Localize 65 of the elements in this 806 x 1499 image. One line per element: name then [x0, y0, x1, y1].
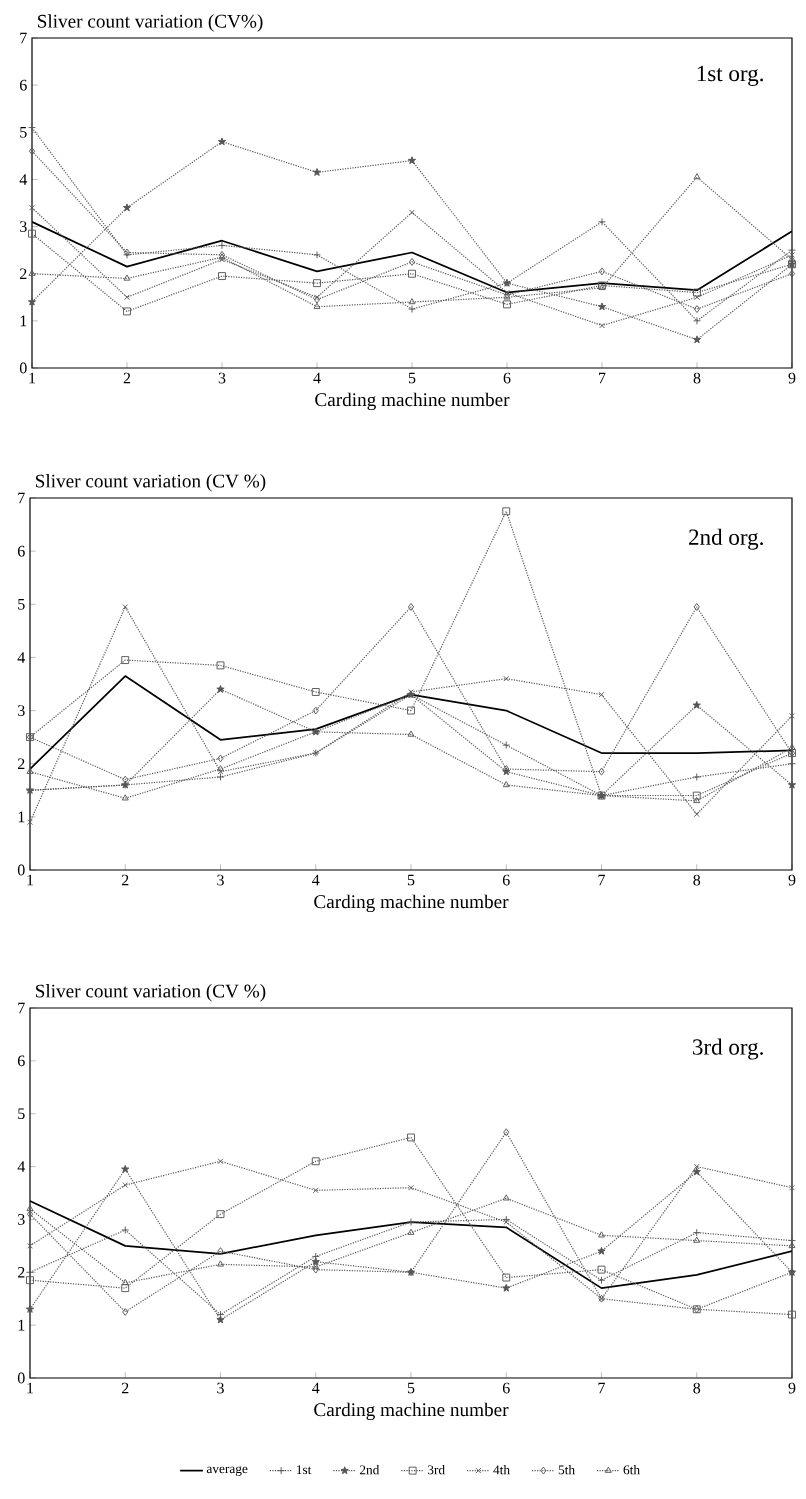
- y-tick-label: 7: [18, 492, 25, 504]
- y-tick-label: 7: [20, 32, 27, 44]
- x-tick-label: 3: [217, 1382, 224, 1394]
- x-tick-label: 9: [788, 874, 796, 886]
- y-tick-label: 3: [18, 1214, 25, 1225]
- x-tick-label: 6: [502, 1382, 510, 1394]
- x-axis-title: Carding machine number: [314, 894, 509, 913]
- y-tick-label: 1: [18, 1319, 25, 1331]
- x-tick-label: 9: [788, 1382, 796, 1394]
- y-tick-label: 3: [20, 221, 27, 232]
- legend-label: 4th: [493, 1464, 510, 1475]
- y-axis-title: Sliver count variation (CV %): [35, 984, 266, 1002]
- x-axis-title: Carding machine number: [315, 392, 510, 411]
- legend-label: 1st: [296, 1465, 312, 1475]
- x-tick-label: 4: [312, 1382, 320, 1394]
- x-tick-label: 2: [123, 372, 131, 384]
- legend-label: 2nd: [359, 1464, 380, 1475]
- y-axis-title: Sliver count variation (CV%): [37, 14, 263, 32]
- annotation: 2nd org.: [689, 528, 763, 550]
- y-tick-label: 4: [17, 652, 26, 663]
- y-tick-label: 5: [18, 598, 25, 610]
- y-tick-label: 0: [17, 864, 25, 876]
- x-tick-label: 6: [503, 372, 511, 384]
- legend-label: average: [206, 1466, 248, 1476]
- y-tick-label: 1: [20, 315, 27, 327]
- x-tick-label: 4: [313, 372, 321, 384]
- y-tick-label: 0: [17, 1372, 25, 1384]
- y-tick-label: 4: [19, 174, 28, 185]
- x-axis-title: Carding machine number: [314, 1402, 509, 1421]
- y-tick-label: 3: [18, 705, 25, 716]
- x-tick-label: 6: [502, 874, 510, 886]
- annotation: 3rd org.: [693, 1038, 763, 1060]
- y-tick-label: 5: [20, 126, 27, 138]
- y-tick-label: 2: [18, 758, 25, 770]
- annotation: 1st org.: [697, 65, 763, 86]
- x-tick-label: 8: [693, 1382, 701, 1394]
- x-tick-label: 5: [407, 1382, 415, 1394]
- y-axis-title: Sliver count variation (CV %): [35, 474, 266, 492]
- y-tick-label: 2: [18, 1266, 25, 1278]
- x-tick-label: 2: [121, 874, 129, 886]
- x-tick-label: 3: [218, 372, 226, 384]
- legend-label: 6th: [623, 1464, 640, 1475]
- y-tick-label: 2: [20, 268, 27, 280]
- x-tick-label: 1: [29, 372, 36, 384]
- y-tick-label: 5: [18, 1108, 25, 1120]
- x-tick-label: 8: [693, 372, 701, 384]
- x-tick-label: 7: [598, 1382, 606, 1394]
- y-tick-label: 7: [18, 1002, 25, 1014]
- x-tick-label: 4: [312, 874, 320, 886]
- y-tick-label: 0: [19, 362, 27, 374]
- x-tick-label: 2: [121, 1382, 129, 1394]
- x-tick-label: 7: [598, 874, 606, 886]
- legend-label: 5th: [558, 1464, 575, 1475]
- y-tick-label: 4: [17, 1161, 26, 1172]
- x-tick-label: 7: [599, 372, 606, 384]
- x-tick-label: 3: [217, 874, 224, 886]
- x-tick-label: 5: [408, 372, 416, 384]
- y-tick-label: 6: [19, 79, 27, 91]
- x-tick-label: 5: [407, 874, 415, 886]
- x-tick-label: 8: [693, 874, 701, 886]
- x-tick-label: 9: [788, 372, 796, 384]
- legend-label: 3rd: [427, 1464, 445, 1475]
- y-tick-label: 1: [18, 811, 25, 823]
- y-tick-label: 6: [17, 545, 25, 557]
- y-tick-label: 6: [17, 1055, 25, 1067]
